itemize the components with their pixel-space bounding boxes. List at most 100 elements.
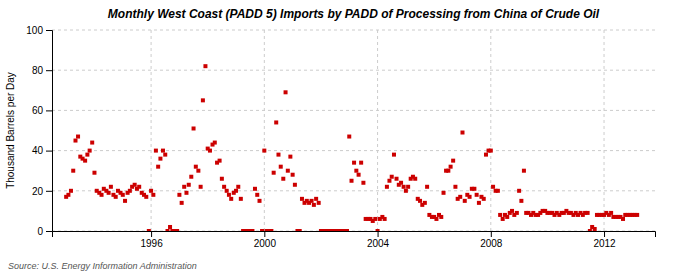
point xyxy=(262,149,266,153)
tick-mark xyxy=(46,191,52,192)
tick-mark xyxy=(46,151,52,152)
point xyxy=(123,199,127,203)
point xyxy=(90,141,94,145)
tick: 100 xyxy=(26,25,52,36)
tick-mark xyxy=(46,70,52,71)
point xyxy=(425,185,429,189)
tick-mark xyxy=(378,231,379,237)
point xyxy=(218,159,222,163)
point xyxy=(192,126,196,130)
tick-mark xyxy=(491,231,492,237)
grid-line xyxy=(151,30,152,231)
point xyxy=(180,201,184,205)
point xyxy=(484,153,488,157)
point xyxy=(345,229,349,231)
point xyxy=(196,169,200,173)
point xyxy=(434,217,438,221)
tick: 1996 xyxy=(140,231,163,249)
tick-label: 2008 xyxy=(480,238,503,249)
point xyxy=(314,197,318,201)
y-axis-title: Thousand Barrels per Day xyxy=(5,72,16,189)
point xyxy=(423,201,427,205)
point xyxy=(239,197,243,201)
tick-label: 80 xyxy=(32,65,44,76)
point xyxy=(413,177,417,181)
point xyxy=(291,173,295,177)
title: Monthly West Coast (PADD 5) Imports by P… xyxy=(108,7,600,21)
point xyxy=(373,217,377,221)
point xyxy=(272,171,276,175)
tick-label: 100 xyxy=(26,25,43,36)
point xyxy=(250,229,254,231)
point xyxy=(133,183,137,187)
chart: 19962000200420082012020406080100Monthly … xyxy=(0,0,675,275)
point xyxy=(460,131,464,135)
point xyxy=(71,169,75,173)
tick: 0 xyxy=(37,226,52,237)
point xyxy=(281,177,285,181)
point xyxy=(399,181,403,185)
point xyxy=(519,199,523,203)
tick: 2012 xyxy=(593,231,616,249)
grid-line xyxy=(490,30,491,231)
tick: 2000 xyxy=(254,231,277,249)
point xyxy=(593,227,597,231)
point xyxy=(298,229,302,231)
tick-label: 60 xyxy=(32,105,44,116)
point xyxy=(163,153,167,157)
point xyxy=(114,195,118,199)
point xyxy=(482,197,486,201)
tick: 2004 xyxy=(367,231,390,249)
point xyxy=(621,217,625,221)
tick-mark xyxy=(151,231,152,237)
point xyxy=(177,193,181,197)
point xyxy=(385,185,389,189)
point xyxy=(175,229,179,231)
point xyxy=(236,185,240,189)
point xyxy=(310,199,314,203)
point xyxy=(357,173,361,177)
point xyxy=(255,193,259,197)
point xyxy=(458,195,462,199)
point xyxy=(312,203,316,207)
point xyxy=(472,187,476,191)
point xyxy=(350,179,354,183)
tick-label: 1996 xyxy=(140,238,163,249)
point xyxy=(100,193,104,197)
tick: 40 xyxy=(32,145,52,156)
point xyxy=(66,193,70,197)
point xyxy=(383,217,387,221)
point xyxy=(439,215,443,219)
point xyxy=(88,149,92,153)
point xyxy=(199,185,203,189)
point xyxy=(147,229,151,231)
point xyxy=(446,169,450,173)
point xyxy=(154,149,158,153)
grid-line xyxy=(604,30,605,231)
tick-mark xyxy=(46,231,52,232)
point xyxy=(229,197,233,201)
tick: 60 xyxy=(32,105,52,116)
point xyxy=(269,229,273,231)
tick-label: 0 xyxy=(37,226,43,237)
tick-label: 2012 xyxy=(593,238,616,249)
point xyxy=(293,183,297,187)
tick-label: 2004 xyxy=(367,238,390,249)
point xyxy=(418,199,422,203)
grid-line xyxy=(52,30,655,31)
point xyxy=(453,185,457,189)
point xyxy=(354,169,358,173)
point xyxy=(300,197,304,201)
point xyxy=(260,229,264,231)
point xyxy=(395,177,399,181)
points xyxy=(64,64,639,231)
point xyxy=(477,201,481,205)
grid-line xyxy=(377,30,378,231)
point xyxy=(586,211,590,215)
point xyxy=(635,213,639,217)
point xyxy=(166,229,170,231)
point xyxy=(402,185,406,189)
y-axis: 020406080100 xyxy=(26,25,52,237)
point xyxy=(213,141,217,145)
tick-label: 2000 xyxy=(254,238,277,249)
